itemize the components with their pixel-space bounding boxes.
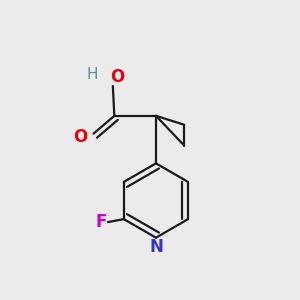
Text: O: O — [110, 68, 124, 86]
Text: N: N — [149, 238, 163, 256]
Text: F: F — [96, 213, 107, 231]
Text: O: O — [73, 128, 87, 146]
Text: H: H — [86, 67, 98, 82]
